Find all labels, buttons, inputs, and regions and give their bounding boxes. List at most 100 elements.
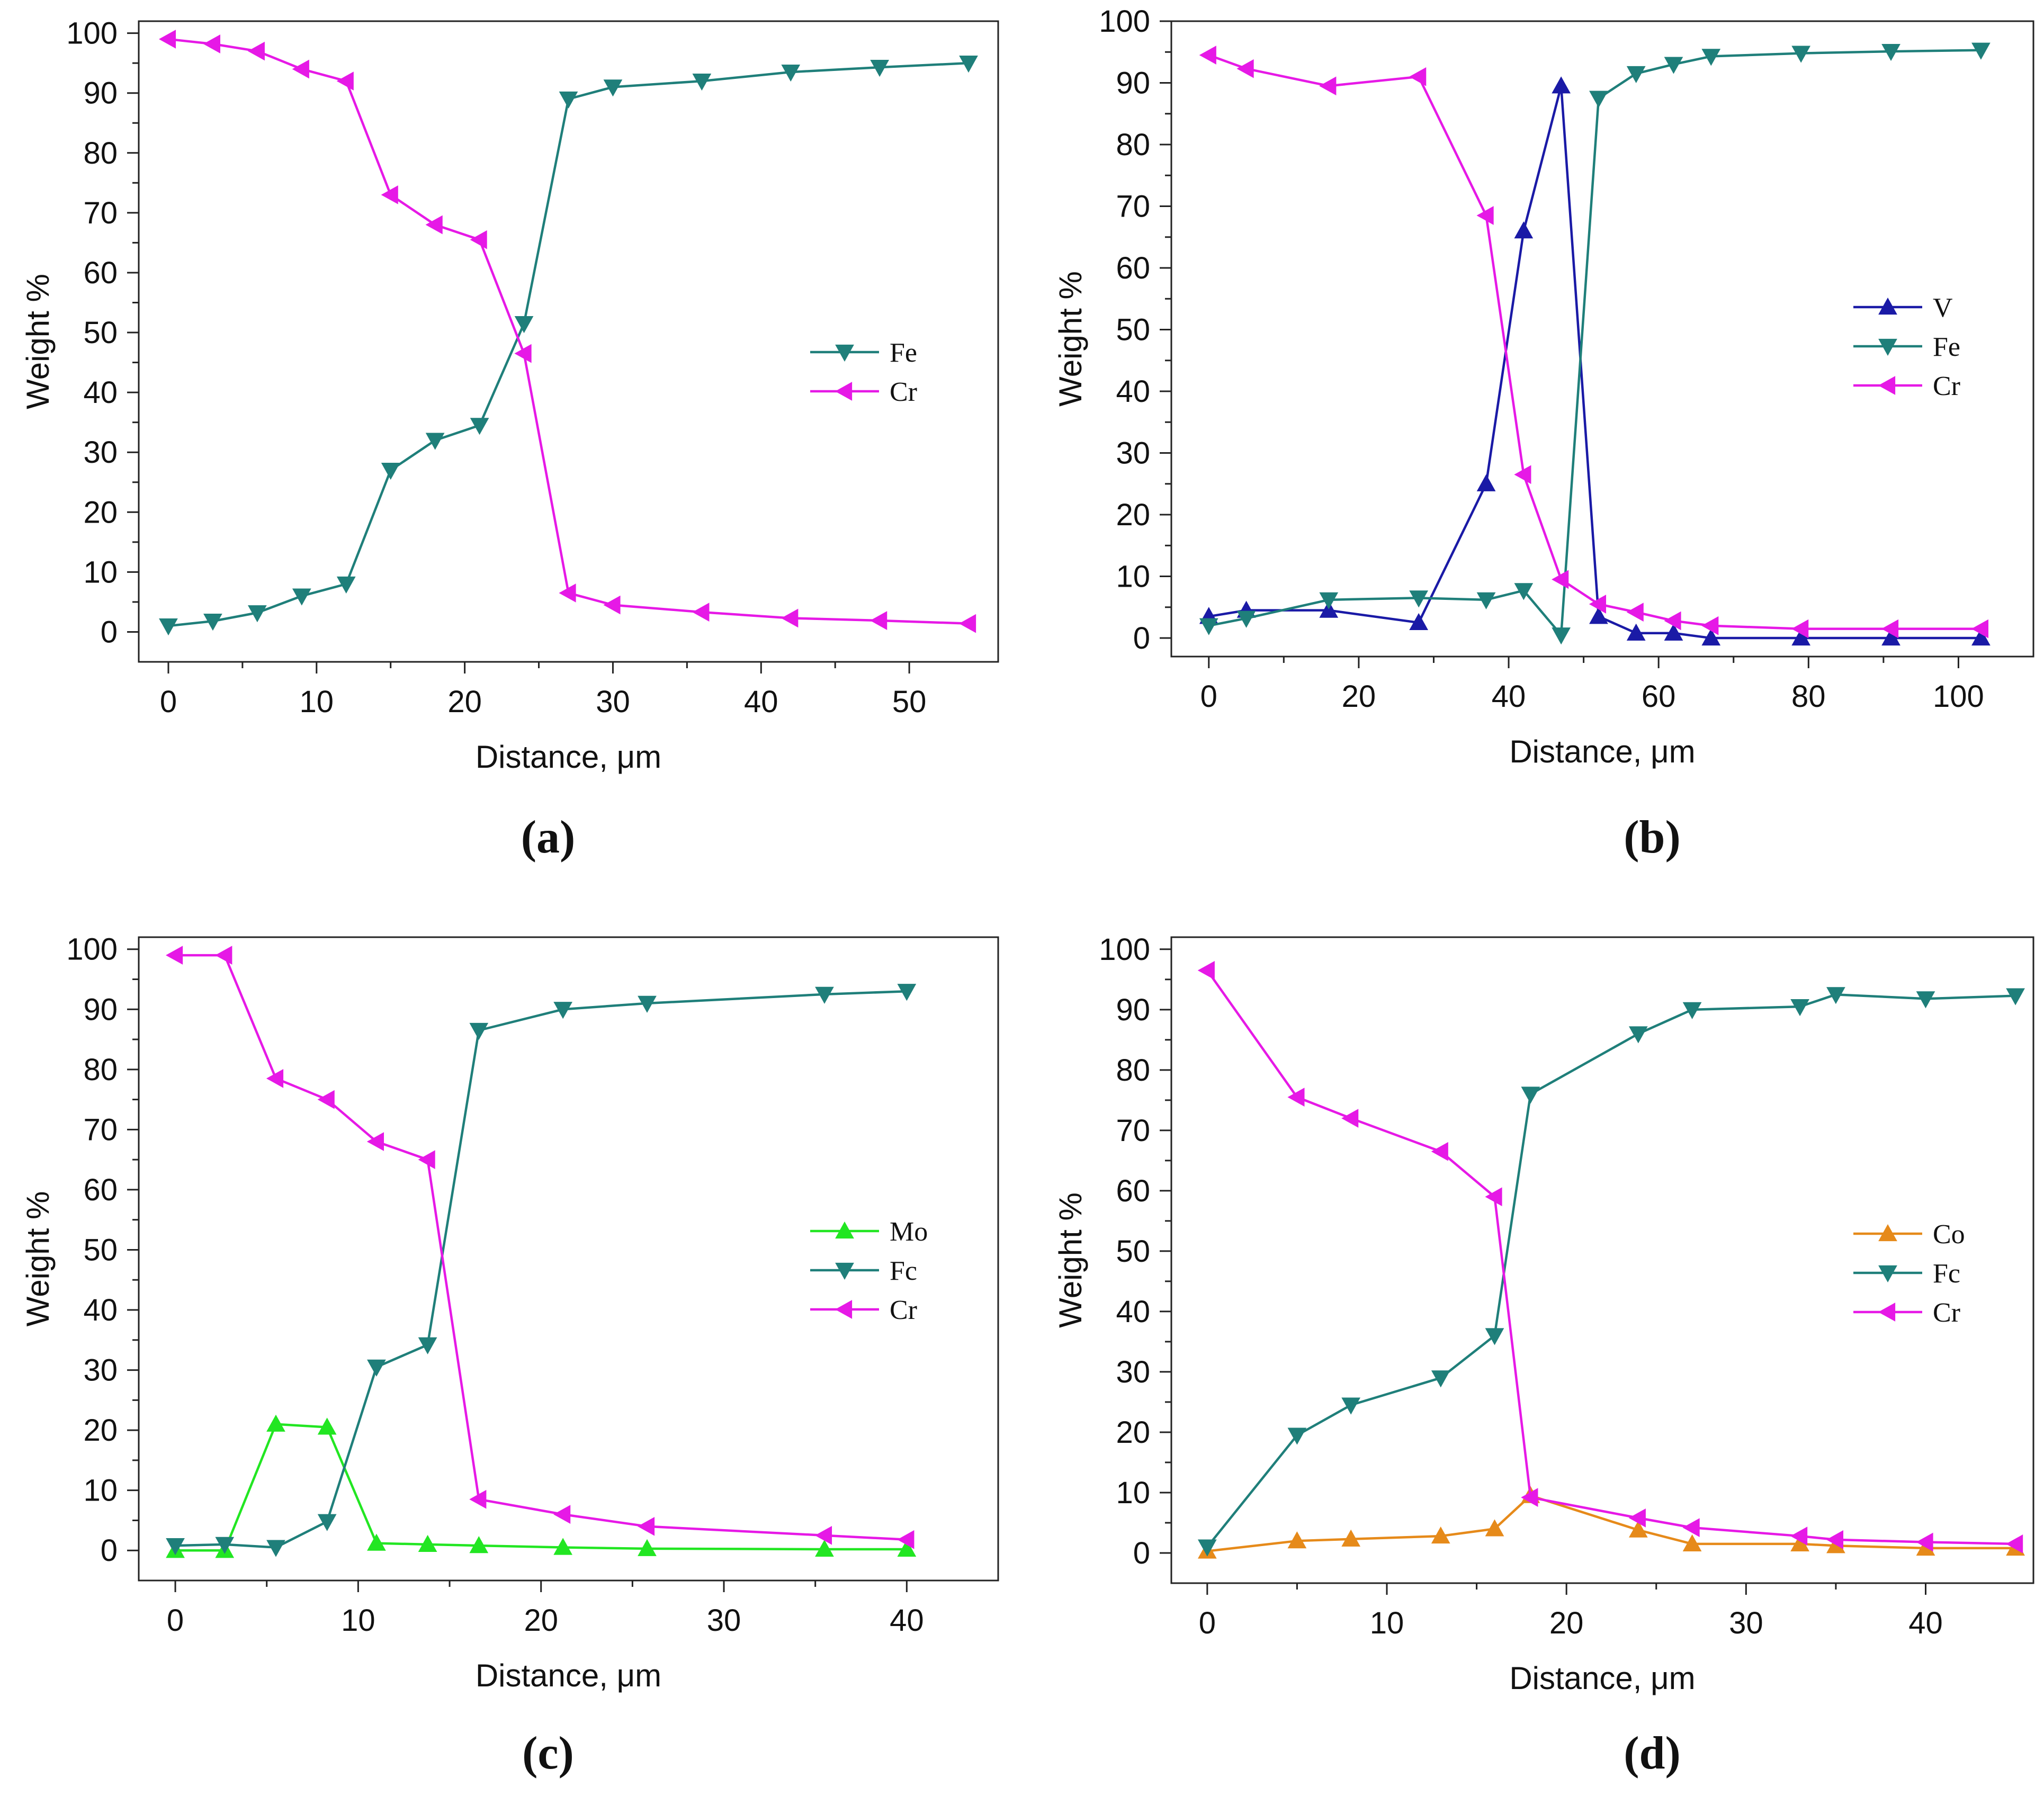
x-tick-label: 60 (1642, 679, 1676, 714)
x-axis-title: Distance, μm (476, 739, 661, 775)
data-point-Cr (1881, 619, 1899, 639)
data-point-Fc (317, 1514, 337, 1531)
data-point-Cr (2006, 1534, 2023, 1553)
series-line-Fe (1208, 49, 1981, 636)
legend-marker-Cr (1878, 376, 1896, 395)
data-point-Fe (159, 618, 178, 636)
y-tick-label: 90 (83, 992, 118, 1027)
x-tick-label: 30 (596, 685, 630, 719)
y-tick-label: 30 (1116, 1355, 1150, 1389)
x-tick-label: 0 (1199, 1606, 1216, 1640)
data-point-Fc (1431, 1370, 1450, 1388)
y-tick-label: 0 (101, 1533, 118, 1568)
data-point-Mo (367, 1533, 386, 1551)
x-tick-label: 0 (160, 685, 177, 719)
data-point-V (1664, 623, 1683, 641)
data-point-Cr (215, 946, 232, 965)
chart-panel-3: 0 10 20 30 40 50 60 70 80 90 100 0 10 20 30 40 Distance,… (20, 932, 999, 1779)
data-point-Fe (292, 588, 311, 606)
data-point-Cr (553, 1505, 571, 1524)
y-tick-label: 100 (1099, 932, 1150, 967)
x-tick-label: 40 (744, 685, 778, 719)
y-tick-label: 60 (83, 256, 118, 290)
data-point-Fe (1199, 618, 1218, 635)
data-point-Cr (1197, 960, 1215, 980)
series-line-Fe (168, 61, 969, 627)
data-point-Fe (381, 463, 400, 480)
data-point-Fe (1236, 610, 1256, 628)
data-point-Co (1341, 1529, 1361, 1547)
data-point-Cr (203, 34, 221, 53)
data-point-Fc (367, 1359, 386, 1377)
x-tick-label: 10 (300, 685, 334, 719)
data-point-Cr (1682, 1518, 1700, 1537)
legend: Co Fc Cr (1853, 1219, 1965, 1328)
data-point-Cr (559, 583, 576, 603)
legend-marker-Fc (1878, 1265, 1897, 1283)
data-point-Fe (514, 316, 534, 334)
y-tick-label: 50 (1116, 1234, 1150, 1269)
x-tick-label: 10 (341, 1603, 375, 1638)
legend-marker-Cr (1878, 1303, 1896, 1322)
series-line-Fc (175, 990, 907, 1549)
data-point-Cr (1790, 1526, 1808, 1546)
legend-label-Fc: Fc (1933, 1259, 1960, 1289)
chart-panel-1: 0 10 20 30 40 50 60 70 80 90 100 0 10 20 30 40 50 Distanc… (20, 16, 999, 863)
data-point-Cr (637, 1516, 655, 1536)
chart-panel-2: 0 10 20 30 40 50 60 70 80 90 100 0 20 40 60 80 100 Distan… (1053, 4, 2034, 863)
data-point-V (1881, 628, 1900, 646)
data-point-Fc (1916, 991, 1935, 1009)
data-point-Cr (1971, 619, 1988, 639)
data-point-Fc (2006, 988, 2025, 1005)
data-point-Co (1628, 1520, 1648, 1538)
data-point-Fe (603, 79, 623, 97)
legend-label-Fc: Fc (890, 1256, 917, 1286)
legend-label-Cr: Cr (1933, 1298, 1960, 1328)
data-point-Cr (1552, 570, 1569, 589)
data-point-Fc (1341, 1397, 1361, 1415)
data-point-Fe (248, 605, 267, 623)
x-tick-label: 10 (1370, 1606, 1404, 1640)
legend-label-V: V (1933, 293, 1953, 323)
data-point-Co (1431, 1526, 1450, 1544)
y-tick-label: 30 (1116, 436, 1150, 471)
data-point-Cr (317, 1090, 335, 1109)
x-tick-label: 20 (1342, 679, 1376, 714)
data-point-V (1971, 628, 1991, 646)
legend-marker-Mo (835, 1221, 854, 1239)
data-point-Mo (469, 1536, 489, 1553)
y-tick-label: 50 (1116, 313, 1150, 347)
data-point-Cr (470, 230, 487, 249)
data-point-Cr (1409, 67, 1427, 86)
data-point-Fe (1971, 42, 1991, 60)
legend-marker-Fc (835, 1262, 854, 1280)
data-point-Cr (1589, 595, 1607, 614)
data-point-Fe (1552, 627, 1571, 645)
data-point-Fe (781, 65, 801, 82)
x-tick-label: 0 (167, 1603, 184, 1638)
data-point-Cr (514, 344, 532, 363)
legend-marker-Cr (835, 1300, 853, 1319)
x-tick-label: 50 (892, 685, 927, 719)
data-point-Mo (638, 1539, 657, 1556)
data-point-Fc (166, 1538, 185, 1556)
panel-label: (d) (1624, 1728, 1681, 1779)
y-tick-label: 0 (101, 615, 118, 649)
data-point-Fe (1514, 583, 1534, 600)
data-point-Cr (425, 215, 443, 235)
data-point-Fe (559, 91, 578, 109)
y-tick-label: 10 (83, 1474, 118, 1508)
y-tick-label: 90 (1116, 66, 1150, 101)
data-point-Cr (814, 1525, 832, 1545)
data-point-V (1791, 628, 1810, 646)
series-line-Cr (1208, 53, 1981, 630)
data-point-Cr (1287, 1088, 1305, 1107)
y-tick-label: 40 (1116, 1295, 1150, 1329)
data-point-Fe (1626, 66, 1646, 84)
panel-label: (a) (521, 812, 576, 863)
data-point-Mo (815, 1539, 834, 1557)
data-point-Co (1287, 1531, 1307, 1549)
data-point-V (1589, 607, 1608, 624)
y-tick-label: 100 (1099, 4, 1150, 39)
data-point-Fc (897, 984, 917, 1001)
